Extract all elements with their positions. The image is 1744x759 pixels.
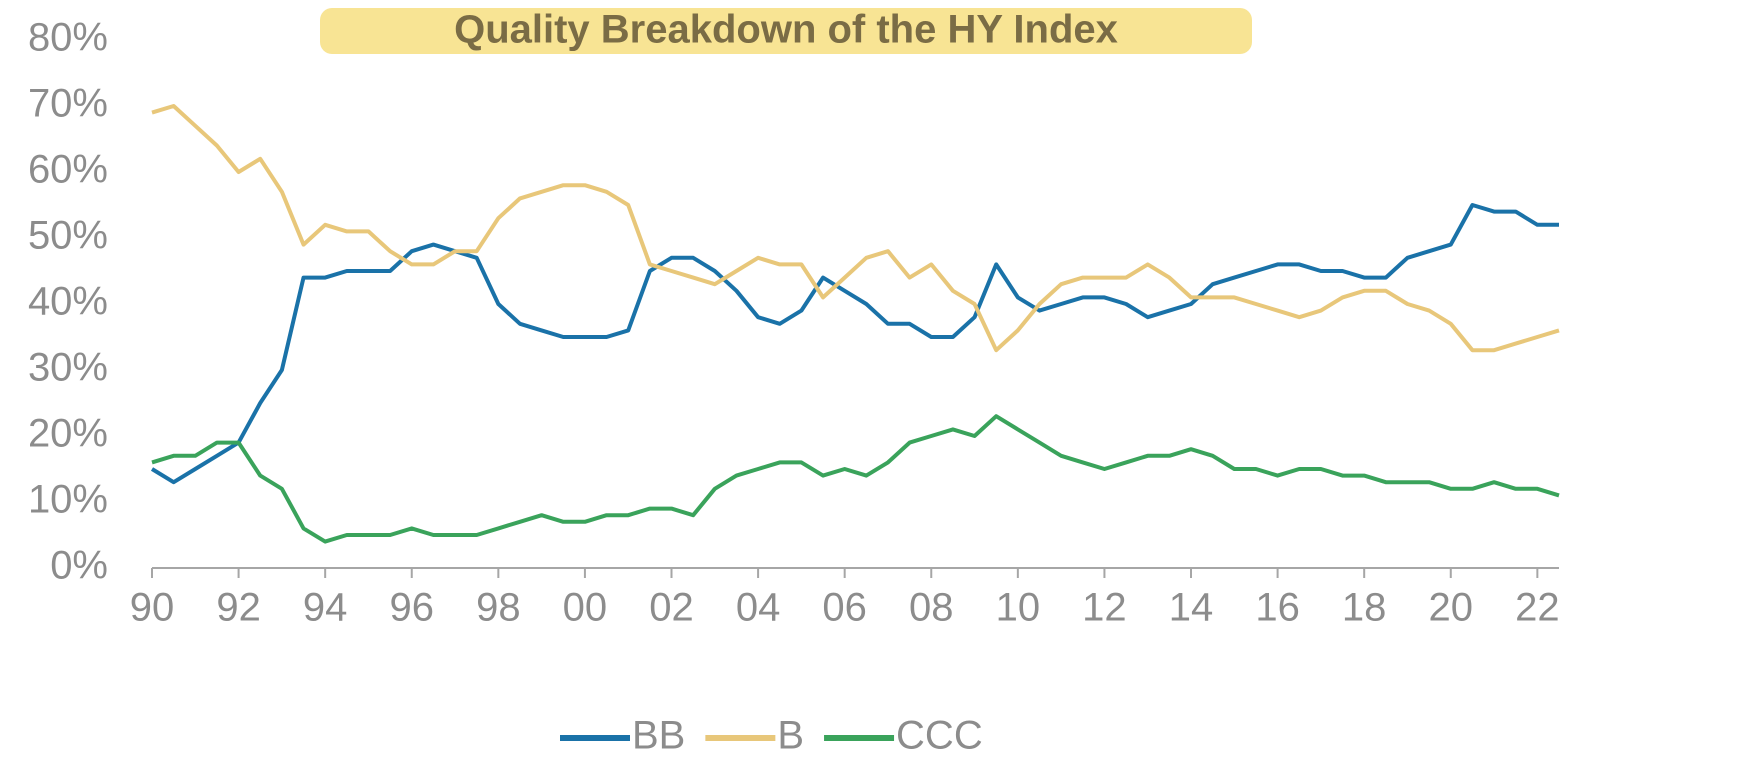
y-tick-label: 50% (28, 214, 108, 258)
x-tick-label: 06 (822, 586, 867, 630)
x-tick-label: 08 (909, 586, 954, 630)
y-tick-label: 60% (28, 148, 108, 192)
series-line (151, 104, 1560, 353)
y-tick-label: 40% (28, 280, 108, 324)
legend-label: CCC (896, 714, 983, 758)
legend-label: BB (632, 714, 685, 758)
x-tick-label: 10 (996, 586, 1041, 630)
legend-label: B (777, 714, 804, 758)
title-highlight (320, 8, 1252, 54)
x-tick-label: 98 (476, 586, 521, 630)
x-tick-label: 18 (1342, 586, 1387, 630)
y-tick-label: 30% (28, 346, 108, 390)
x-tick-label: 22 (1515, 586, 1560, 630)
y-tick-label: 20% (28, 412, 108, 456)
x-tick-label: 20 (1429, 586, 1474, 630)
x-tick-label: 14 (1169, 586, 1214, 630)
x-tick-label: 16 (1255, 586, 1300, 630)
x-tick-label: 04 (736, 586, 781, 630)
x-tick-label: 02 (649, 586, 694, 630)
y-tick-label: 80% (28, 16, 108, 60)
y-tick-label: 10% (28, 478, 108, 522)
series-line (150, 203, 1559, 485)
x-tick-label: 12 (1082, 586, 1127, 630)
x-tick-label: 96 (390, 586, 435, 630)
x-tick-label: 94 (303, 586, 348, 630)
x-tick-label: 00 (563, 586, 608, 630)
x-tick-label: 90 (130, 586, 175, 630)
y-tick-label: 70% (28, 82, 108, 126)
y-tick-label: 0% (50, 544, 108, 588)
series-line (151, 414, 1560, 544)
x-tick-label: 92 (216, 586, 261, 630)
chart-title: Quality Breakdown of the HY Index (454, 8, 1118, 52)
